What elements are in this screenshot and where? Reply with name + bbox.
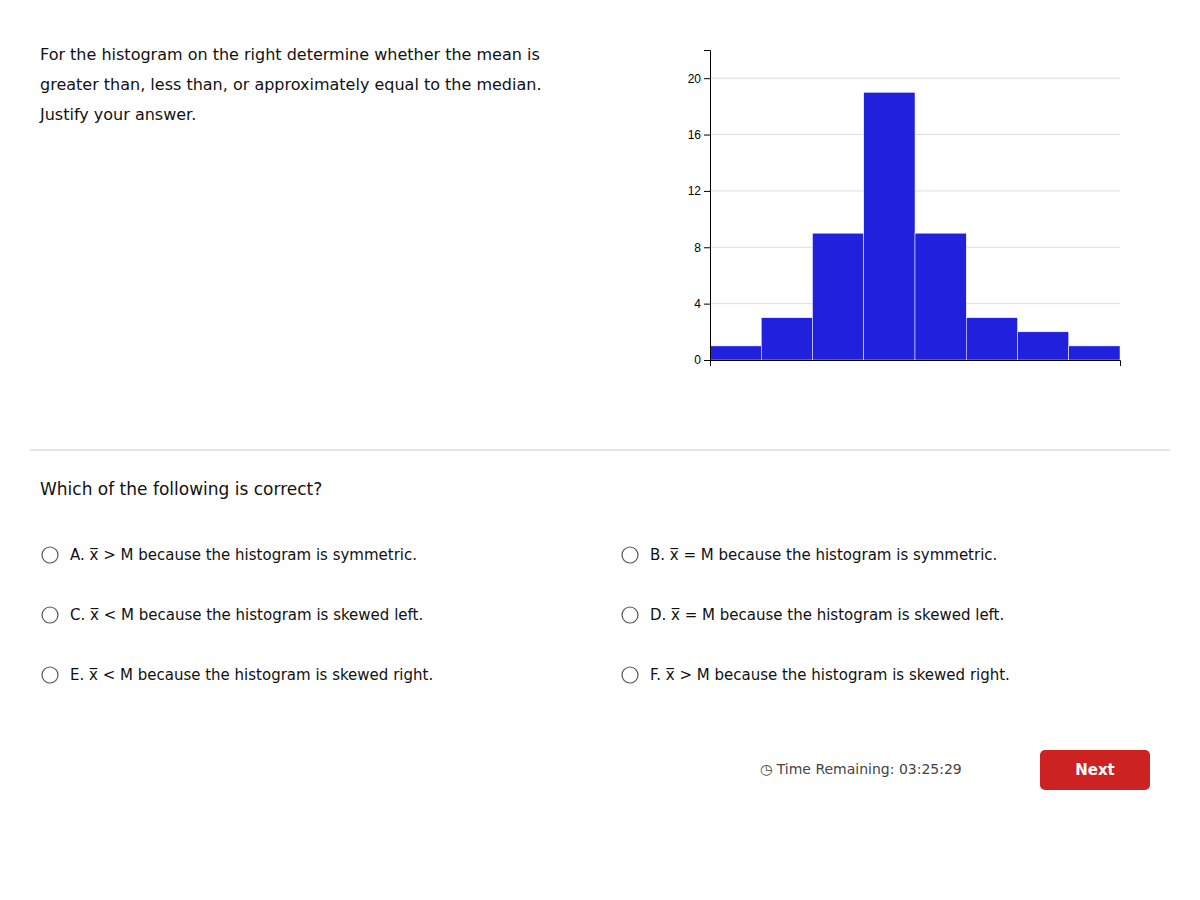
y-tick-label: 16 (688, 128, 702, 142)
annotations: For the histogram on the right determine… (39, 45, 1150, 790)
option-text: A. x̅ > M because the histogram is symme… (70, 546, 417, 564)
y-tick-mark (704, 247, 710, 248)
histogram: 0 4 8 12 16 20 (688, 51, 1121, 368)
y-tick-label: 0 (694, 353, 701, 367)
option-text: D. x̅ = M because the histogram is skewe… (650, 606, 1004, 624)
next-button[interactable] (1040, 750, 1150, 790)
bar (864, 92, 915, 360)
grid-line (710, 78, 1120, 79)
y-tick-mark (704, 135, 710, 136)
time-remaining: ◷ Time Remaining: 03:25:29 (760, 761, 962, 777)
bar (813, 233, 864, 360)
radio-button[interactable] (622, 607, 638, 623)
bar (761, 318, 812, 360)
question-text: For the histogram on the right determine… (40, 45, 540, 64)
y-tick: 12 (688, 184, 710, 198)
x-axis (711, 361, 1121, 367)
radio-button[interactable] (622, 547, 638, 563)
next-button-label[interactable]: Next (1075, 761, 1115, 779)
bar (1018, 332, 1069, 360)
option-text: E. x̅ < M because the histogram is skewe… (70, 666, 433, 684)
question-text: greater than, less than, or approximatel… (40, 75, 541, 94)
y-tick-mark (704, 191, 710, 192)
y-tick-label: 12 (688, 184, 702, 198)
bar (1069, 346, 1120, 360)
radio-button[interactable] (42, 667, 58, 683)
page: For the histogram on the right determine… (0, 0, 1200, 900)
bar (915, 233, 966, 360)
option-text: B. x̅ = M because the histogram is symme… (650, 546, 997, 564)
option-text: C. x̅ < M because the histogram is skewe… (70, 606, 423, 624)
y-tick-label: 20 (688, 72, 702, 86)
question-text: Justify your answer. (39, 105, 196, 124)
y-tick-mark (704, 360, 710, 361)
radio-button[interactable] (622, 667, 638, 683)
radio-button[interactable] (42, 607, 58, 623)
y-tick: 16 (688, 128, 710, 142)
y-tick: 8 (694, 241, 710, 255)
y-tick: 20 (688, 72, 710, 86)
y-tick-label: 8 (694, 241, 701, 255)
y-axis: 0 4 8 12 16 20 (688, 51, 711, 368)
y-tick-label: 4 (694, 297, 701, 311)
bar (966, 318, 1017, 360)
y-tick-mark (704, 304, 710, 305)
y-tick: 4 (694, 297, 710, 311)
bars (710, 92, 1120, 360)
grid (710, 78, 1120, 360)
x-axis-line (711, 361, 1121, 367)
y-tick-mark (704, 78, 710, 79)
y-tick: 0 (694, 353, 710, 367)
option-text: F. x̅ > M because the histogram is skewe… (650, 666, 1010, 684)
bar (710, 346, 761, 360)
y-axis-line (704, 51, 711, 361)
radio-button[interactable] (42, 547, 58, 563)
prompt-text: Which of the following is correct? (40, 479, 322, 499)
divider (30, 450, 1170, 451)
